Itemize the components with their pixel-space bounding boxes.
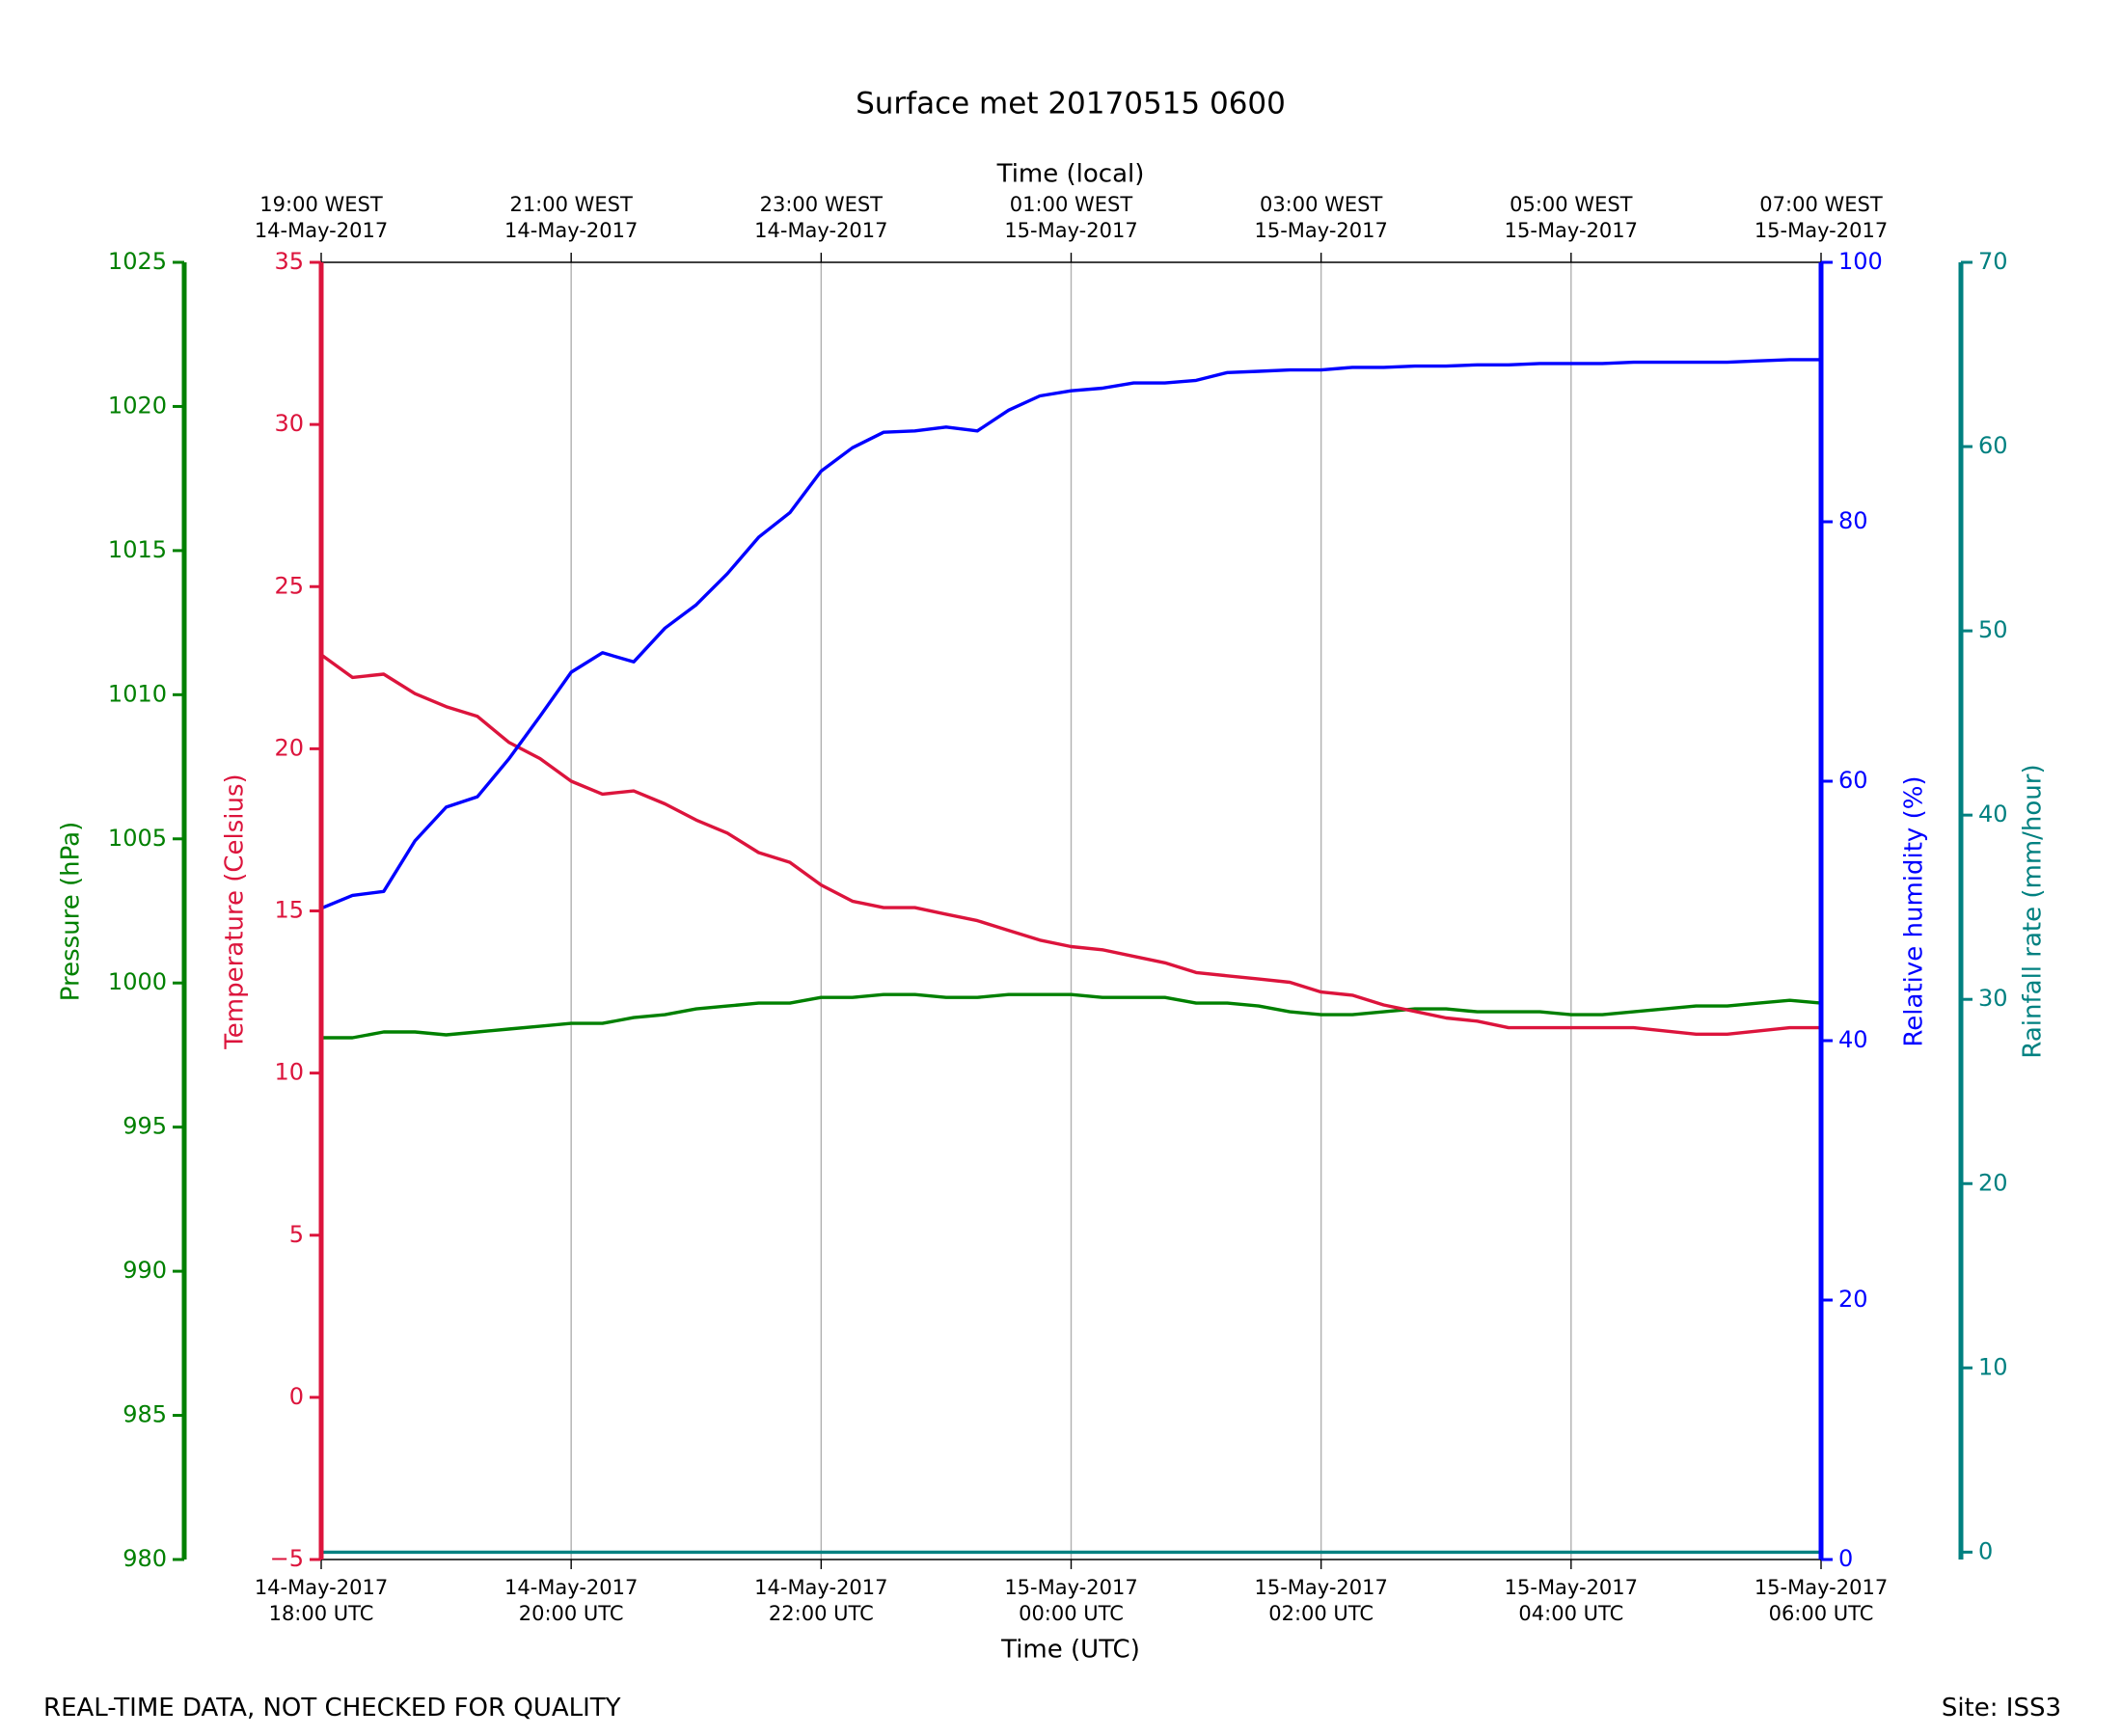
- y-tick-label: 60: [1978, 432, 2008, 459]
- y-tick-label: 10: [1978, 1353, 2008, 1380]
- x-tick-label: 15-May-2017 04:00 UTC: [1504, 1576, 1639, 1625]
- x2-tick-label: 19:00 WEST 14-May-2017: [254, 193, 389, 242]
- y-tick-label: 980: [122, 1545, 167, 1572]
- y-tick-label: 50: [1978, 616, 2008, 643]
- y-tick-label: 20: [1978, 1169, 2008, 1196]
- y-axis-title: Temperature (Celsius): [221, 773, 250, 1049]
- y-tick-label: 0: [1838, 1545, 1853, 1572]
- x2-tick-label: 05:00 WEST 15-May-2017: [1504, 193, 1639, 242]
- x2-axis-title: Time (local): [996, 160, 1145, 189]
- y-tick-label: 1010: [108, 680, 167, 707]
- x-tick-label: 15-May-2017 02:00 UTC: [1254, 1576, 1388, 1625]
- chart-title: Surface met 20170515 0600: [856, 87, 1286, 122]
- x-tick-label: 15-May-2017 06:00 UTC: [1754, 1576, 1889, 1625]
- footer-site: Site: ISS3: [1941, 1694, 2061, 1722]
- y-tick-label: 20: [274, 734, 304, 761]
- y-tick-label: 10: [274, 1059, 304, 1086]
- y-tick-label: 30: [274, 410, 304, 437]
- x2-tick-label: 23:00 WEST 14-May-2017: [754, 193, 888, 242]
- y-tick-label: 15: [274, 897, 304, 924]
- y-tick-label: 1005: [108, 825, 167, 852]
- y-tick-label: 40: [1838, 1026, 1868, 1053]
- y-tick-label: 70: [1978, 248, 2008, 275]
- y-tick-label: 25: [274, 572, 304, 599]
- x2-tick-label: 07:00 WEST 15-May-2017: [1754, 193, 1889, 242]
- y-tick-label: 1020: [108, 392, 167, 419]
- x2-tick-label: 03:00 WEST 15-May-2017: [1254, 193, 1388, 242]
- x-tick-label: 14-May-2017 18:00 UTC: [254, 1576, 389, 1625]
- y-tick-label: 0: [289, 1383, 304, 1410]
- y-tick-label: 990: [122, 1257, 167, 1284]
- y-tick-label: 5: [289, 1221, 304, 1248]
- x2-tick-label: 21:00 WEST 14-May-2017: [503, 193, 639, 242]
- y-tick-label: 35: [274, 248, 304, 275]
- x-tick-label: 14-May-2017 20:00 UTC: [503, 1576, 639, 1625]
- footer-note: REAL-TIME DATA, NOT CHECKED FOR QUALITY: [43, 1694, 621, 1722]
- y-tick-label: 1025: [108, 248, 167, 275]
- y-tick-label: 100: [1838, 248, 1883, 275]
- x2-tick-label: 01:00 WEST 15-May-2017: [1004, 193, 1138, 242]
- x-tick-label: 15-May-2017 00:00 UTC: [1004, 1576, 1138, 1625]
- y-tick-label: −5: [270, 1545, 304, 1572]
- y-tick-label: 985: [122, 1401, 167, 1428]
- y-axis-title: Relative humidity (%): [1900, 775, 1929, 1046]
- y-tick-label: 995: [122, 1113, 167, 1140]
- data-line: [321, 992, 1822, 1040]
- data-line: [320, 653, 1821, 1036]
- y-tick-label: 0: [1978, 1537, 1993, 1564]
- y-tick-label: 60: [1838, 767, 1868, 794]
- y-axis-title: Pressure (hPa): [57, 822, 86, 1002]
- y-axis-title: Rainfall rate (mm/hour): [2019, 764, 2048, 1058]
- x-tick-label: 14-May-2017 22:00 UTC: [754, 1576, 888, 1625]
- x-axis-title: Time (UTC): [1000, 1636, 1140, 1665]
- y-tick-label: 80: [1838, 507, 1868, 534]
- data-line: [320, 358, 1821, 910]
- y-tick-label: 20: [1838, 1286, 1868, 1313]
- y-tick-label: 30: [1978, 985, 2008, 1012]
- y-tick-label: 40: [1978, 800, 2008, 827]
- y-tick-label: 1015: [108, 536, 167, 563]
- y-tick-label: 1000: [108, 968, 167, 995]
